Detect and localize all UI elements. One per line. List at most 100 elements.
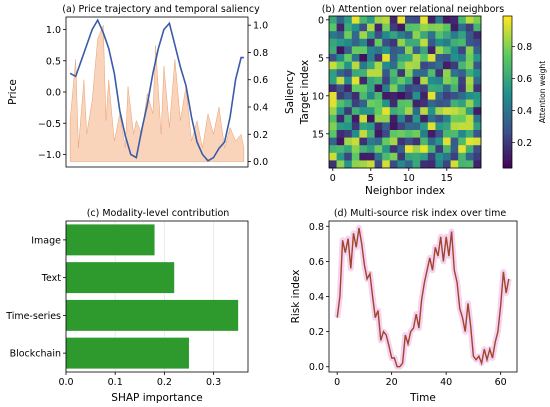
- heatmap-cell: [382, 107, 391, 116]
- heatmap-cell: [351, 84, 360, 93]
- xtick-label: 0.3: [206, 377, 221, 388]
- ytick-label: 0.6: [309, 257, 324, 268]
- heatmap-cell: [374, 145, 383, 154]
- heatmap-cell: [405, 16, 413, 24]
- heatmap-cell: [389, 76, 398, 85]
- heatmap-cell: [443, 69, 451, 78]
- panel-b: (b) Attention over relational neighbors0…: [299, 4, 547, 197]
- heatmap-cell: [420, 114, 429, 123]
- heatmap-cell: [458, 130, 467, 138]
- heatmap-cell: [435, 46, 444, 55]
- heatmap-cell: [450, 61, 459, 70]
- heatmap-cell: [450, 107, 459, 116]
- heatmap-cell: [473, 38, 482, 47]
- heatmap-cell: [389, 122, 398, 131]
- heatmap-cell: [473, 114, 482, 123]
- heatmap-cell: [458, 122, 467, 131]
- heatmap-cell: [344, 76, 353, 85]
- heatmap-cell: [382, 160, 391, 169]
- heatmap-cell: [443, 152, 451, 161]
- heatmap-cell: [382, 16, 391, 24]
- heatmap-cell: [389, 23, 398, 32]
- heatmap-cell: [382, 152, 391, 161]
- colorbar-segment: [503, 162, 512, 166]
- heatmap-cell: [397, 38, 406, 47]
- ytick-label: 0.5: [46, 56, 61, 67]
- heatmap-cell: [336, 38, 345, 47]
- heatmap-cell: [374, 107, 383, 116]
- heatmap-cell: [450, 69, 459, 78]
- heatmap-cell: [412, 84, 421, 93]
- colorbar-segment: [503, 165, 512, 169]
- heatmap-cell: [336, 145, 345, 154]
- heatmap-cell: [420, 152, 429, 161]
- heatmap-cell: [389, 69, 398, 78]
- bar: [66, 262, 175, 294]
- heatmap-cell: [473, 61, 482, 70]
- heatmap-cell: [450, 54, 459, 62]
- heatmap-cell: [336, 92, 345, 100]
- heatmap-cell: [420, 92, 429, 100]
- colorbar-segment: [503, 26, 512, 30]
- heatmap-cell: [473, 92, 482, 100]
- heatmap-cell: [351, 99, 360, 108]
- colorbar-segment: [503, 33, 512, 37]
- heatmap-cell: [329, 16, 337, 24]
- heatmap-cell: [344, 160, 353, 169]
- heatmap-cell: [389, 152, 398, 161]
- heatmap-cell: [435, 107, 444, 116]
- heatmap-cell: [458, 114, 467, 123]
- heatmap-cell: [450, 114, 459, 123]
- heatmap-cell: [397, 145, 406, 154]
- colorbar-segment: [503, 21, 512, 24]
- heatmap-cell: [427, 130, 436, 138]
- chart-title: (a) Price trajectory and temporal salien…: [62, 4, 260, 15]
- heatmap-cell: [397, 114, 406, 123]
- heatmap-cell: [397, 46, 406, 55]
- heatmap-cell: [443, 145, 451, 154]
- heatmap-cell: [473, 84, 482, 93]
- heatmap-cell: [329, 137, 337, 146]
- y2tick-label: 0.8: [253, 48, 268, 59]
- heatmap-cell: [344, 38, 353, 47]
- heatmap-cell: [443, 23, 451, 32]
- heatmap-cell: [397, 152, 406, 161]
- heatmap-cell: [450, 16, 459, 24]
- heatmap-cell: [412, 122, 421, 131]
- colorbar-tick-label: 0.2: [517, 138, 532, 149]
- panel-c: (c) Modality-level contribution Blockchai…: [5, 208, 249, 404]
- heatmap-cell: [427, 38, 436, 47]
- heatmap-cell: [374, 152, 383, 161]
- heatmap-cell: [443, 122, 451, 131]
- heatmap-cell: [435, 31, 444, 40]
- heatmap-cell: [389, 114, 398, 123]
- heatmap-cell: [465, 16, 474, 24]
- heatmap-cell: [367, 160, 375, 169]
- heatmap-cell: [329, 130, 337, 138]
- heatmap-cell: [329, 145, 337, 154]
- heatmap-cell: [435, 76, 444, 85]
- xtick-label: 0.0: [58, 377, 73, 388]
- colorbar-segment: [503, 56, 512, 60]
- heatmap-cell: [359, 160, 368, 169]
- heatmap-cell: [382, 46, 391, 55]
- colorbar-segment: [503, 18, 512, 22]
- colorbar-segment: [503, 127, 512, 131]
- heatmap-cell: [427, 31, 436, 40]
- heatmap-cell: [389, 84, 398, 93]
- heatmap-cell: [473, 130, 482, 138]
- heatmap-cell: [382, 92, 391, 100]
- heatmap-cell: [458, 84, 467, 93]
- heatmap-cell: [427, 92, 436, 100]
- heatmap-cell: [397, 137, 406, 146]
- heatmap-cell: [329, 92, 337, 100]
- heatmap-cell: [465, 38, 474, 47]
- heatmap-cell: [443, 84, 451, 93]
- heatmap-cell: [435, 92, 444, 100]
- heatmap-cell: [382, 137, 391, 146]
- heatmap-cell: [351, 137, 360, 146]
- heatmap-cell: [389, 145, 398, 154]
- heatmap-cell: [412, 137, 421, 146]
- xtick-label: 5: [368, 173, 374, 184]
